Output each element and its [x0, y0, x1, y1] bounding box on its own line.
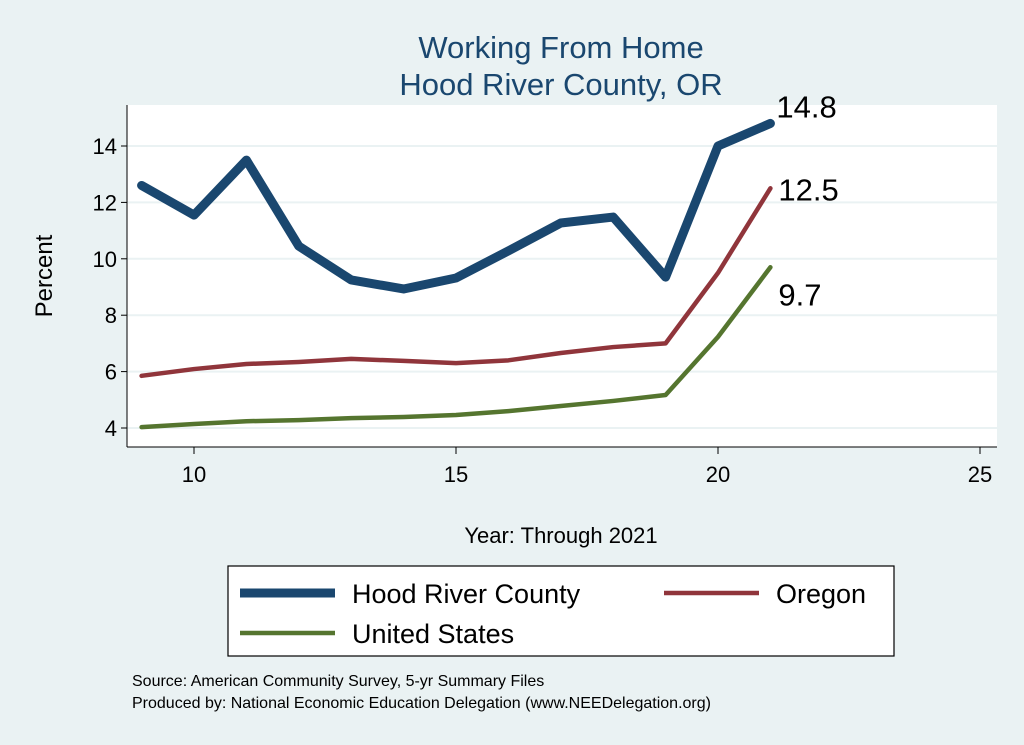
- end-value-label: 14.8: [776, 89, 836, 124]
- series-line-oregon: [139, 186, 773, 379]
- legend-label: Oregon: [776, 579, 866, 609]
- x-tick-label: 15: [444, 462, 468, 487]
- x-tick-label: 25: [968, 462, 992, 487]
- x-tick-label: 10: [182, 462, 206, 487]
- end-value-label: 12.5: [778, 172, 838, 207]
- y-tick-label: 12: [93, 190, 117, 215]
- legend-label: United States: [352, 619, 514, 649]
- source-note: Source: American Community Survey, 5-yr …: [132, 673, 544, 690]
- legend: [227, 565, 895, 657]
- y-axis-label: Percent: [31, 234, 58, 317]
- series-line-hood-river-county: [137, 118, 775, 294]
- chart-title: Working From Home: [418, 30, 703, 65]
- produced-by-note: Produced by: National Economic Education…: [132, 695, 711, 712]
- y-tick-label: 8: [105, 303, 117, 328]
- series-line-united-states: [139, 265, 773, 430]
- x-axis-label: Year: Through 2021: [464, 523, 657, 548]
- y-tick-label: 10: [93, 247, 117, 272]
- legend-label: Hood River County: [352, 579, 581, 609]
- end-value-label: 9.7: [778, 277, 821, 312]
- y-tick-label: 6: [105, 360, 117, 385]
- y-tick-label: 14: [93, 134, 117, 159]
- x-tick-label: 20: [706, 462, 730, 487]
- plot-area: [127, 105, 997, 447]
- y-tick-label: 4: [105, 416, 117, 441]
- chart-subtitle: Hood River County, OR: [399, 67, 722, 102]
